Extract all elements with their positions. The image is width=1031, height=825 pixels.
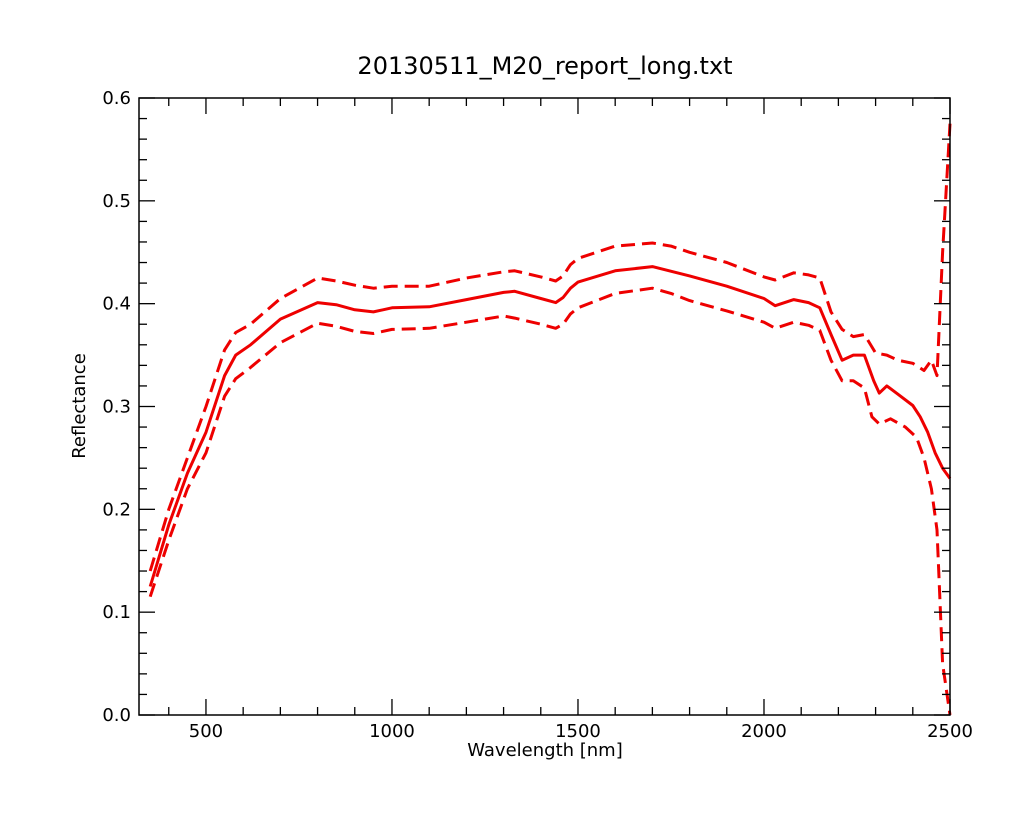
x-tick-label: 2500 <box>927 721 973 742</box>
x-tick-label: 1000 <box>369 721 415 742</box>
x-tick-label: 500 <box>189 721 223 742</box>
x-tick-label: 2000 <box>741 721 787 742</box>
tick-labels-layer: 500 1000 1500 2000 2500 0.0 0.1 0.2 0.3 0.4 0.5 0.6 <box>102 88 973 742</box>
y-tick-label: 0.2 <box>102 499 131 520</box>
series-line-dashed-1 <box>148 123 952 572</box>
chart-title: 20130511_M20_report_long.txt <box>357 52 732 80</box>
ticks-layer <box>139 97 951 716</box>
x-axis-label: Wavelength [nm] <box>467 740 623 761</box>
plot-frame <box>138 97 951 716</box>
y-tick-label: 0.6 <box>102 88 131 109</box>
y-tick-label: 0.5 <box>102 191 131 212</box>
series-line-solid <box>148 265 952 587</box>
x-tick-label: 1500 <box>555 721 601 742</box>
series-layer <box>148 123 952 716</box>
series-line-dashed-2 <box>148 286 952 716</box>
y-axis-label: Reflectance <box>69 353 90 459</box>
y-tick-label: 0.0 <box>102 705 131 726</box>
y-tick-label: 0.4 <box>102 294 131 315</box>
y-tick-label: 0.1 <box>102 602 131 623</box>
y-tick-label: 0.3 <box>102 397 131 418</box>
